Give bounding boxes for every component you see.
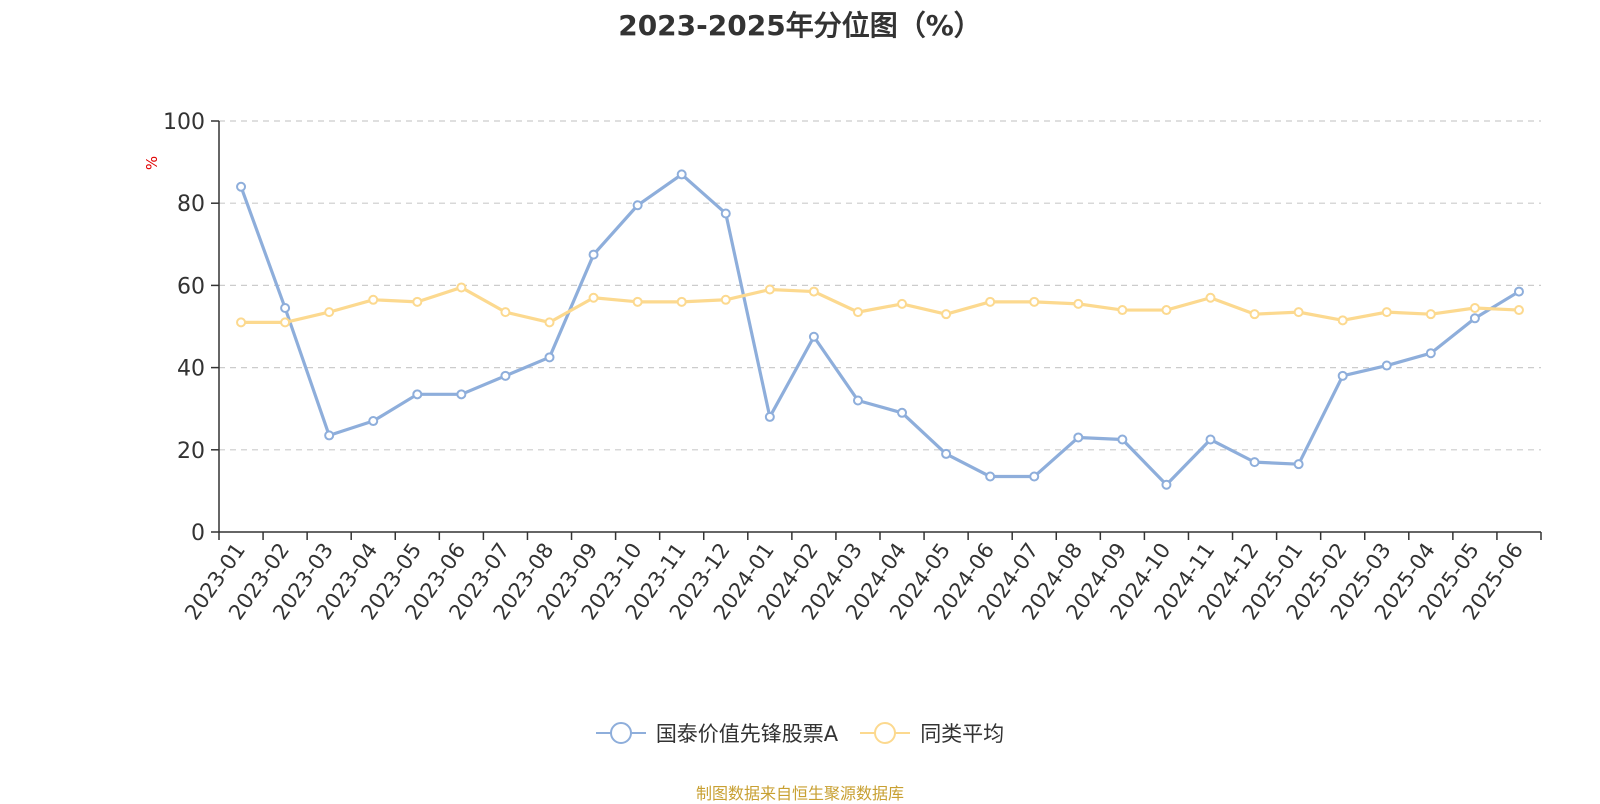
y-tick-label: 40 — [177, 357, 205, 382]
series-2-point — [500, 307, 511, 318]
legend-marker-icon — [860, 722, 911, 744]
series-1-point — [808, 331, 819, 342]
y-tick-label: 20 — [177, 439, 205, 464]
series-2-point — [456, 282, 467, 293]
series-1-point — [1029, 471, 1040, 482]
series-1-point — [280, 303, 291, 314]
y-axis-label: % — [143, 156, 161, 170]
series-1-point — [1249, 457, 1260, 468]
series-1-point — [1293, 459, 1304, 470]
series-1-point — [412, 389, 423, 400]
series-2-point — [941, 309, 952, 320]
series-2-point — [1249, 309, 1260, 320]
series-1-point — [324, 430, 335, 441]
series-2-point — [1425, 309, 1436, 320]
series-1-point — [544, 352, 555, 363]
series-2-point — [588, 292, 599, 303]
series-1-point — [236, 181, 247, 192]
series-2-point — [236, 317, 247, 328]
series-2-point — [1337, 315, 1348, 326]
series-2-point — [632, 296, 643, 307]
series-1-point — [676, 169, 687, 180]
series-2-point — [368, 294, 379, 305]
series-2-point — [1205, 292, 1216, 303]
series-line-1 — [239, 172, 1521, 487]
series-1-point — [720, 208, 731, 219]
legend-label: 同类平均 — [920, 722, 1005, 746]
series-2-point — [280, 317, 291, 328]
series-2-point — [1293, 307, 1304, 318]
legend-marker-icon — [595, 722, 646, 744]
legend-label: 国泰价值先锋股票A — [655, 722, 839, 746]
series-1-point — [764, 411, 775, 422]
series-1-point — [1381, 360, 1392, 371]
chart-title: 2023-2025年分位图（%） — [618, 9, 982, 42]
series-1-point — [1161, 479, 1172, 490]
series-2-point — [676, 296, 687, 307]
series-2-point — [1469, 303, 1480, 314]
series-2-point — [1381, 307, 1392, 318]
series-2-point — [1073, 298, 1084, 309]
series-1-point — [1205, 434, 1216, 445]
series-1-point — [897, 407, 908, 418]
series-2-point — [852, 307, 863, 318]
series-2-point — [544, 317, 555, 328]
series-2-point — [897, 298, 908, 309]
series-1-point — [1337, 370, 1348, 381]
series-2-point — [764, 284, 775, 295]
series-1-point — [1117, 434, 1128, 445]
y-tick-label: 0 — [191, 521, 205, 546]
series-1-point — [941, 448, 952, 459]
series-2-point — [985, 296, 996, 307]
legend: 国泰价值先锋股票A 同类平均 — [0, 718, 1600, 748]
series-1-point — [456, 389, 467, 400]
series-2-point — [1117, 305, 1128, 316]
y-tick-label: 100 — [163, 110, 205, 135]
series-1-point — [632, 200, 643, 211]
series-1-point — [985, 471, 996, 482]
y-tick-label: 60 — [177, 274, 205, 299]
legend-item-1[interactable]: 国泰价值先锋股票A — [595, 718, 839, 748]
series-1-point — [852, 395, 863, 406]
series-2-point — [1029, 296, 1040, 307]
y-tick-label: 80 — [177, 192, 205, 217]
series-1-point — [1513, 286, 1524, 297]
series-2-point — [808, 286, 819, 297]
series-1-point — [1073, 432, 1084, 443]
series-1-point — [588, 249, 599, 260]
series-2-point — [324, 307, 335, 318]
series-2-point — [412, 296, 423, 307]
series-1-point — [1425, 348, 1436, 359]
legend-item-2[interactable]: 同类平均 — [860, 718, 1004, 748]
series-2-point — [1513, 305, 1524, 316]
series-1-point — [500, 370, 511, 381]
series-1-point — [368, 416, 379, 427]
series-2-point — [1161, 305, 1172, 316]
source-note: 制图数据来自恒生聚源数据库 — [695, 784, 904, 803]
series-2-point — [720, 294, 731, 305]
series-1-point — [1469, 313, 1480, 324]
series-line-2 — [239, 285, 1521, 324]
